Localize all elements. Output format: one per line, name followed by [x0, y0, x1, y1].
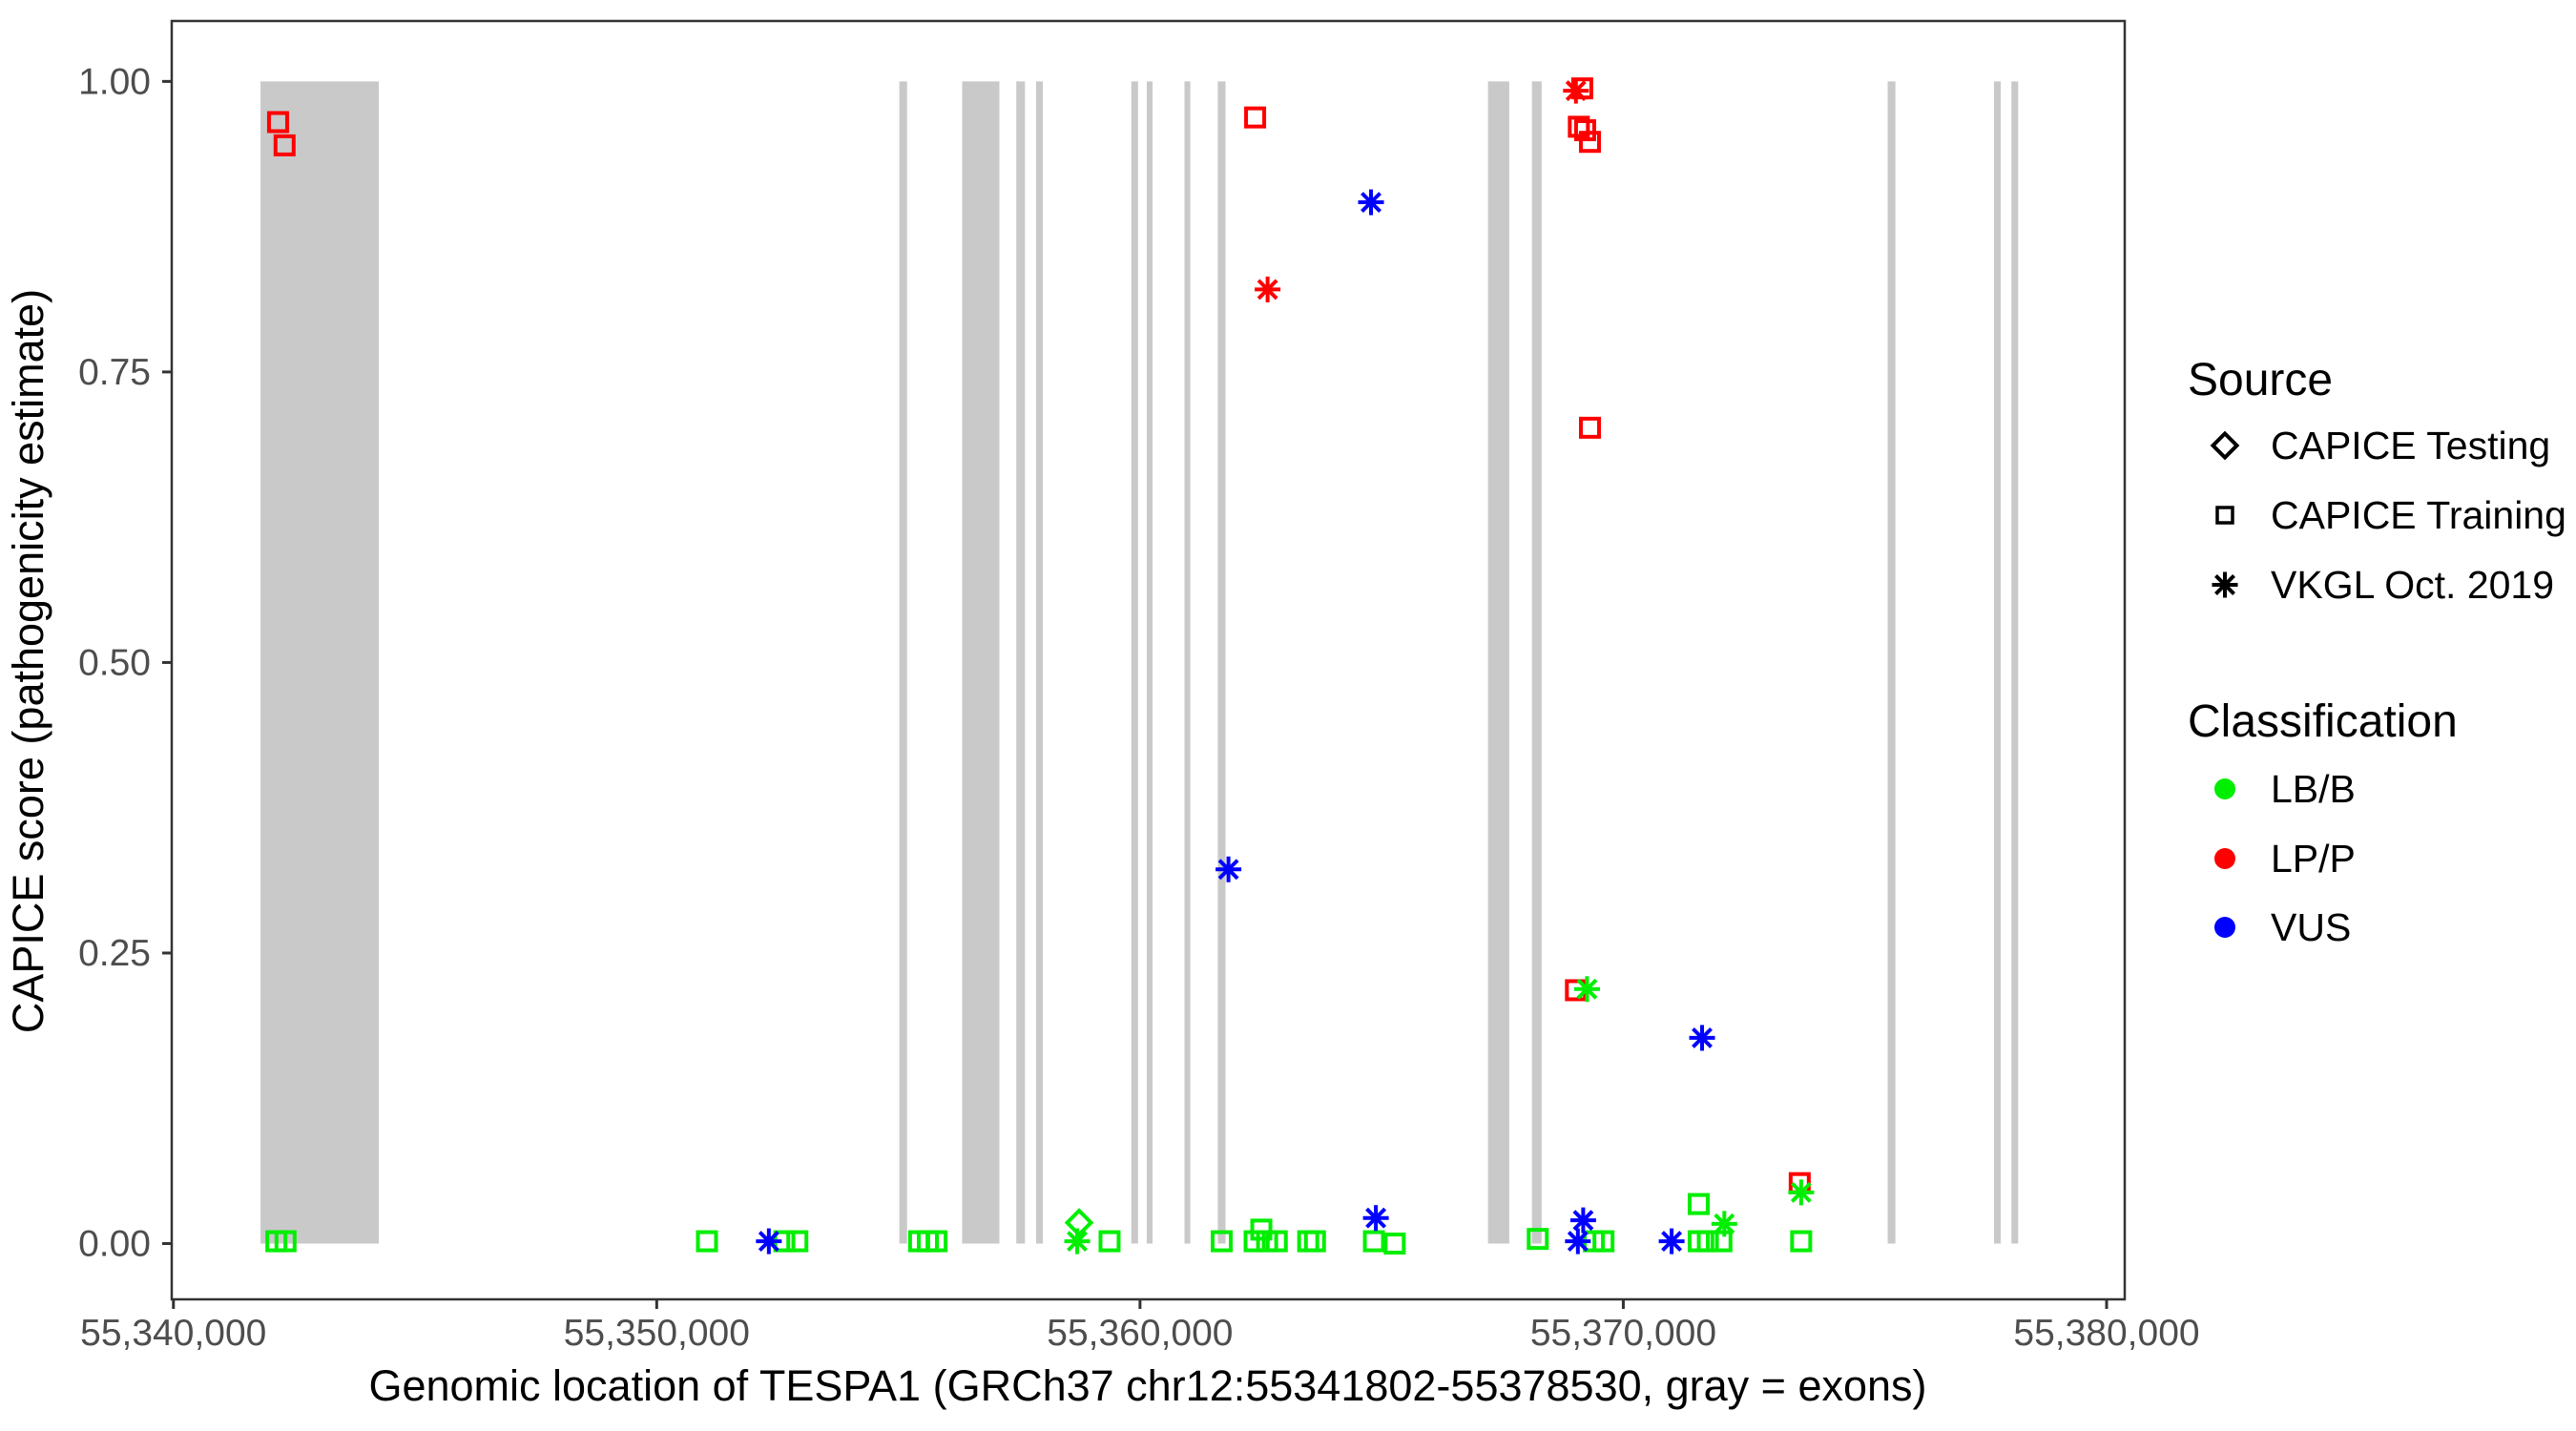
legend-item-lpp: LP/P: [2271, 837, 2356, 881]
exon-bars-layer: [260, 81, 2019, 1244]
legend-classification: Classification LB/B LP/P VUS: [2188, 696, 2458, 949]
data-point: [1788, 1179, 1815, 1206]
data-point: [1243, 1230, 1266, 1253]
data-point: [1265, 1230, 1288, 1253]
exon-bar: [1184, 81, 1191, 1244]
legend-item-vkgl: VKGL Oct. 2019: [2271, 563, 2554, 607]
data-point: [1303, 1230, 1326, 1253]
legend-item-capice-testing: CAPICE Testing: [2271, 424, 2550, 467]
data-point: [696, 1230, 718, 1253]
y-axis-title: CAPICE score (pathogenicity estimate): [4, 289, 52, 1033]
exon-bar: [899, 81, 907, 1244]
data-point: [274, 1230, 297, 1253]
data-point: [1569, 1207, 1596, 1234]
y-tick-label: 0.00: [78, 1224, 151, 1265]
y-tick-label: 0.50: [78, 642, 151, 683]
data-point: [1064, 1208, 1094, 1237]
y-tick-label: 0.25: [78, 933, 151, 974]
exon-bar: [1531, 81, 1542, 1244]
exon-bar: [1993, 81, 2002, 1244]
x-tick-label: 55,380,000: [2013, 1313, 2199, 1354]
data-point: [273, 134, 296, 156]
axes-layer: 55,340,000 55,350,000 55,360,000 55,370,000…: [78, 61, 2200, 1354]
exon-bar: [2011, 81, 2019, 1244]
data-point: [756, 1228, 782, 1255]
data-point: [1358, 189, 1384, 216]
legend-source-title: Source: [2188, 355, 2333, 405]
exon-bar: [260, 81, 380, 1244]
data-point: [1527, 1228, 1549, 1251]
exon-bar: [1016, 81, 1026, 1244]
exon-bar: [962, 81, 1000, 1244]
data-point: [1098, 1230, 1121, 1253]
legend-item-vus: VUS: [2271, 905, 2351, 949]
vus-dot-icon: [2214, 917, 2235, 938]
x-tick-label: 55,340,000: [80, 1313, 266, 1354]
square-legend-icon: [2215, 506, 2234, 525]
exon-bar: [1887, 81, 1896, 1244]
data-point: [1689, 1025, 1715, 1051]
legend-classification-title: Classification: [2188, 696, 2458, 747]
data-point: [1592, 1230, 1615, 1253]
square-legend-glyph: [2215, 506, 2234, 525]
exon-bar: [1035, 81, 1044, 1244]
exon-bar: [1146, 81, 1153, 1244]
asterisk-legend-glyph: [2212, 571, 2238, 598]
asterisk-legend-icon: [2212, 571, 2238, 598]
data-point: [1362, 1230, 1385, 1253]
data-point: [1578, 131, 1601, 154]
x-tick-label: 55,360,000: [1047, 1313, 1233, 1354]
exon-bar: [1217, 81, 1226, 1244]
x-axis-title: Genomic location of TESPA1 (GRCh37 chr12…: [368, 1361, 1926, 1410]
data-point: [1573, 976, 1600, 1003]
data-point: [1362, 1205, 1389, 1232]
data-point: [1255, 276, 1281, 302]
exon-bar: [1131, 81, 1138, 1244]
data-point: [1578, 416, 1601, 439]
data-point: [1696, 1230, 1719, 1253]
legend-item-capice-training: CAPICE Training: [2271, 493, 2566, 537]
diamond-legend-icon: [2210, 430, 2240, 461]
legend-item-lbb: LB/B: [2271, 767, 2356, 811]
data-point: [1710, 1230, 1733, 1253]
data-point: [1383, 1233, 1406, 1255]
data-points-layer: [265, 77, 1815, 1255]
data-point: [1658, 1228, 1685, 1255]
data-point: [1215, 856, 1242, 882]
data-point: [786, 1230, 809, 1253]
data-point: [1563, 77, 1589, 104]
data-point: [1568, 115, 1590, 138]
data-point: [1064, 1228, 1091, 1255]
data-point: [1250, 1218, 1273, 1241]
y-tick-label: 1.00: [78, 61, 151, 102]
data-point: [1790, 1230, 1813, 1253]
diamond-legend-glyph: [2210, 430, 2240, 461]
lb-b-dot-icon: [2214, 778, 2235, 799]
data-point: [925, 1230, 948, 1253]
data-point: [1244, 106, 1267, 129]
data-point: [1573, 119, 1596, 142]
x-tick-label: 55,370,000: [1530, 1313, 1716, 1354]
data-point: [1711, 1211, 1737, 1237]
y-tick-label: 0.75: [78, 352, 151, 393]
exon-bar: [1487, 81, 1509, 1244]
lp-p-dot-icon: [2214, 848, 2235, 869]
x-tick-label: 55,350,000: [564, 1313, 750, 1354]
legend-source: Source CAPICE Testing CAPICE Training VK…: [2188, 355, 2566, 607]
data-point: [1565, 1228, 1591, 1255]
data-point: [1210, 1230, 1233, 1253]
data-point: [1687, 1192, 1710, 1215]
data-point: [266, 111, 289, 134]
